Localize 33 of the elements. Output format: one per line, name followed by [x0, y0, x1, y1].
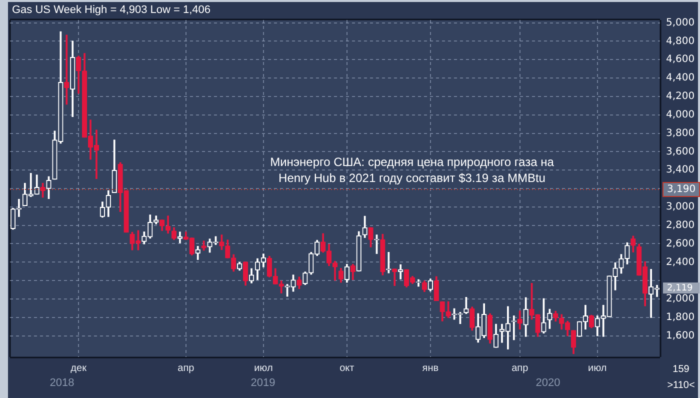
y-tick-label: 5,000 [666, 17, 695, 28]
y-tick-label: 2,000 [666, 294, 695, 305]
y-tick-label: 4,200 [666, 91, 695, 102]
candlestick [64, 34, 70, 105]
y-tick-label: 3,600 [666, 146, 695, 158]
y-tick-label: 2,600 [666, 238, 695, 250]
x-tick-label: янв [422, 362, 439, 374]
ref-line-label: 3,190 [667, 184, 696, 196]
annotation: 2,119 [667, 283, 694, 294]
text: 2019 [250, 377, 276, 389]
text: 2018 [50, 377, 74, 389]
y-tick-label: 1,800 [666, 312, 695, 323]
y-tick-label: 2,800 [666, 220, 695, 231]
x-tick-label: окт [340, 362, 355, 374]
y-tick-label: 4,400 [666, 72, 695, 84]
y-tick-label: 4,600 [666, 54, 695, 66]
y-tick-label: 3,400 [666, 164, 695, 176]
chart-title: Gas US Week High = 4,903 Low = 1,406 [12, 4, 211, 16]
y-tick-label: 2,400 [666, 256, 695, 268]
x-tick-label: июл [254, 362, 273, 374]
y-tick-label: 3,000 [666, 202, 695, 213]
y-tick-label: 3,800 [666, 128, 695, 139]
text: >110< [666, 380, 696, 391]
x-tick-label: июл [588, 362, 607, 374]
text: 2020 [536, 377, 560, 389]
annotation: Минэнерго США: средняя цена природного газа на Henry Hub в 2021 году составит $3.19 за MMBtu [269, 154, 555, 186]
text: 159 [672, 364, 690, 375]
y-tick-label: 1,600 [666, 330, 695, 342]
y-tick-label: 4,000 [666, 109, 695, 120]
x-tick-label: апр [178, 362, 195, 374]
x-tick-label: дек [70, 362, 88, 374]
x-tick-label: апр [512, 362, 529, 374]
y-tick-label: 4,800 [666, 36, 695, 47]
